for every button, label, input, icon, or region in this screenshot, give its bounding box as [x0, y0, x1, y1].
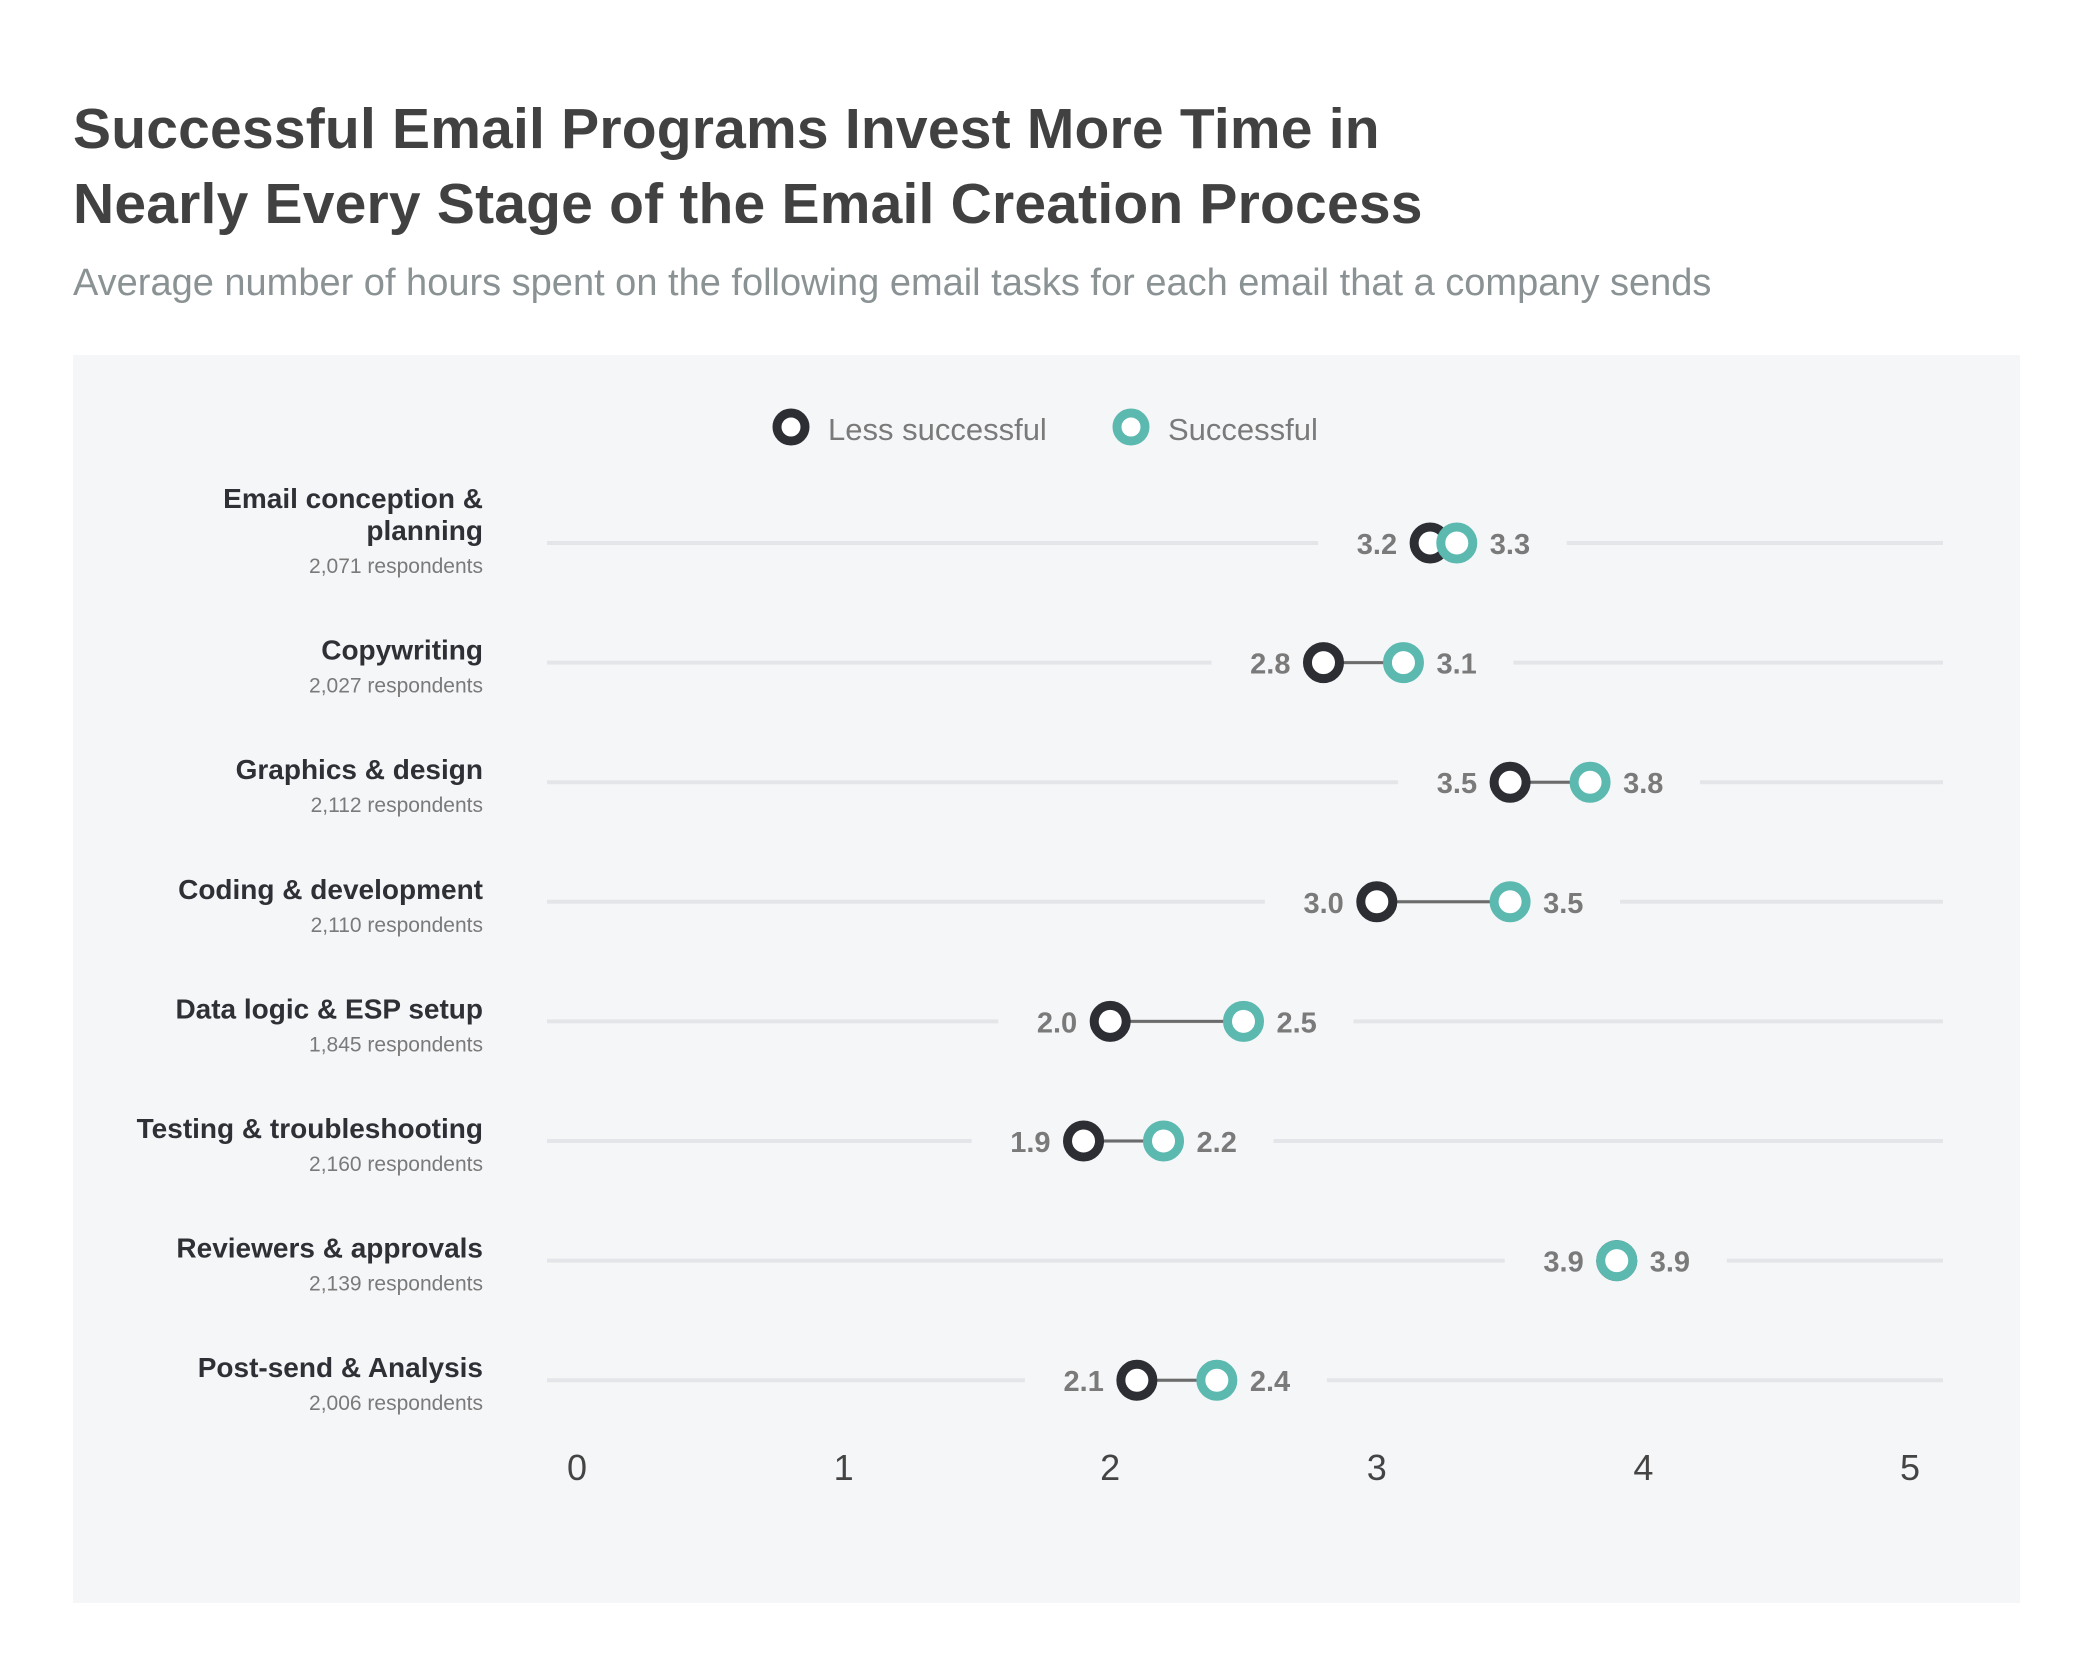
value-label-successful: 2.5 [1277, 1007, 1317, 1039]
label-bg-left [998, 999, 1091, 1044]
label-bg-right [1234, 1358, 1327, 1403]
chart-title-line-2: Nearly Every Stage of the Email Creation… [73, 172, 1423, 236]
value-label-successful: 2.2 [1197, 1127, 1237, 1159]
value-label-less-successful: 2.8 [1250, 649, 1290, 681]
x-tick-label: 5 [1900, 1447, 1920, 1488]
chart-title: Successful Email Programs Invest More Ti… [73, 92, 1673, 242]
dot-successful [1223, 1000, 1264, 1042]
dot-less-successful [1063, 1120, 1105, 1162]
category-label: Data logic & ESP setup [175, 993, 483, 1024]
value-label-less-successful: 3.0 [1303, 888, 1343, 920]
row-2: Graphics & design 2,112 respondents 3.5 3.8 [236, 754, 1943, 817]
category-label: Email conception & [223, 483, 483, 514]
respondents-label: 2,027 respondents [309, 675, 483, 698]
value-label-less-successful: 3.5 [1437, 768, 1477, 800]
dot-successful [1489, 881, 1531, 923]
row-3: Coding & development 2,110 respondents 3.0… [178, 874, 1943, 937]
dot-less-successful [1489, 761, 1531, 803]
respondents-label: 1,845 respondents [309, 1033, 483, 1056]
dot-less-successful [1356, 881, 1398, 923]
respondents-label: 2,160 respondents [309, 1153, 483, 1176]
respondents-label: 2,110 respondents [311, 914, 483, 937]
label-bg-right [1528, 879, 1621, 924]
value-label-successful: 3.8 [1623, 768, 1663, 800]
category-label: Graphics & design [236, 754, 483, 785]
row-7: Post-send & Analysis 2,006 respondents 2.1… [198, 1352, 1943, 1415]
respondents-label: 2,112 respondents [311, 794, 483, 817]
label-bg-left [1398, 760, 1491, 805]
category-label: Coding & development [178, 874, 483, 905]
row-5: Testing & troubleshooting 2,160 responden… [137, 1113, 1943, 1176]
value-label-successful: 2.4 [1250, 1366, 1290, 1398]
dot-successful [1143, 1120, 1185, 1162]
x-tick-label: 2 [1100, 1447, 1120, 1488]
label-bg-left [1318, 521, 1411, 565]
label-bg-right [1474, 521, 1567, 565]
label-bg-right [1261, 999, 1354, 1044]
value-label-less-successful: 1.9 [1010, 1127, 1050, 1159]
dot-successful [1382, 642, 1424, 684]
label-bg-right [1634, 1238, 1727, 1283]
label-bg-left [1264, 879, 1357, 924]
dot-less-successful [1089, 1000, 1131, 1042]
x-tick-label: 3 [1367, 1447, 1387, 1488]
chart-title-line-1: Successful Email Programs Invest More Ti… [73, 97, 1380, 161]
row-6: Reviewers & approvals 2,139 respondents 3.… [176, 1233, 1943, 1296]
row-0: Email conception &planning 2,071 responde… [223, 483, 1943, 578]
label-bg-right [1181, 1119, 1274, 1163]
dot-successful [1196, 1359, 1238, 1401]
dot-successful [1436, 522, 1478, 564]
category-label: Testing & troubleshooting [137, 1113, 483, 1144]
dot-less-successful [1116, 1359, 1158, 1401]
value-label-successful: 3.9 [1650, 1247, 1690, 1279]
respondents-label: 2,139 respondents [309, 1273, 483, 1296]
legend-label-1: Successful [1168, 412, 1318, 447]
label-bg-right [1421, 640, 1514, 685]
dot-less-successful [1302, 642, 1344, 684]
dot-successful [1596, 1240, 1638, 1282]
category-label: Post-send & Analysis [198, 1352, 483, 1383]
chart-rows: Email conception &planning 2,071 responde… [137, 483, 1943, 1415]
value-label-successful: 3.5 [1543, 888, 1583, 920]
label-bg-right [1608, 760, 1701, 805]
value-label-successful: 3.3 [1490, 529, 1530, 561]
label-bg-left [1504, 1238, 1597, 1283]
value-label-less-successful: 3.9 [1543, 1247, 1583, 1279]
category-label: Copywriting [321, 635, 483, 666]
respondents-label: 2,006 respondents [309, 1392, 483, 1415]
value-label-successful: 3.1 [1436, 649, 1476, 681]
dot-successful [1569, 761, 1611, 803]
x-tick-label: 0 [567, 1447, 587, 1488]
chart-subtitle: Average number of hours spent on the fol… [73, 262, 1712, 304]
value-label-less-successful: 2.0 [1037, 1007, 1077, 1039]
value-label-less-successful: 2.1 [1064, 1366, 1104, 1398]
value-label-less-successful: 3.2 [1357, 529, 1397, 561]
chart-legend: Less successful Successful [772, 408, 1318, 447]
category-label: Reviewers & approvals [176, 1233, 483, 1264]
legend-label-0: Less successful [828, 412, 1047, 447]
legend-marker-0 [772, 408, 810, 446]
x-tick-label: 1 [834, 1447, 854, 1488]
label-bg-left [971, 1119, 1064, 1163]
row-1: Copywriting 2,027 respondents 2.8 3.1 [309, 635, 1943, 698]
label-bg-left [1024, 1358, 1117, 1403]
x-tick-label: 4 [1633, 1447, 1653, 1488]
x-axis: 0 1 2 3 4 5 [567, 1447, 1920, 1488]
label-bg-left [1211, 640, 1304, 685]
legend-marker-1 [1112, 408, 1150, 446]
category-label: planning [366, 515, 483, 546]
respondents-label: 2,071 respondents [309, 555, 483, 578]
row-4: Data logic & ESP setup 1,845 respondents 2… [175, 993, 1943, 1056]
